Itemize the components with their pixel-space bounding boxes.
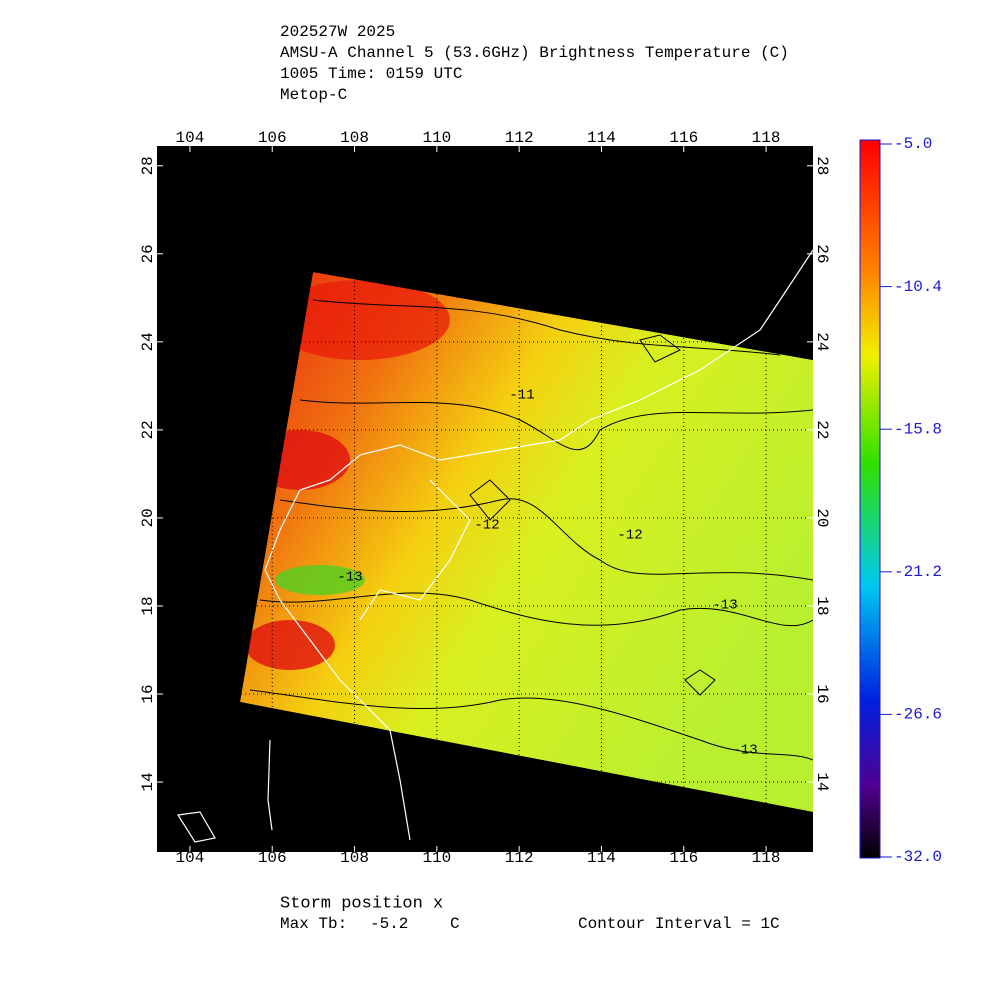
cool-area (275, 565, 365, 595)
x-tick-label: 112 (505, 129, 534, 147)
x-tick-label: 106 (258, 129, 287, 147)
y-tick-label: 14 (139, 772, 157, 791)
colorbar (859, 139, 881, 859)
y-tick-label: 24 (813, 332, 831, 351)
y-tick-label: 28 (139, 156, 157, 175)
storm-position: Storm position x (280, 894, 443, 913)
y-tick-label: 16 (139, 684, 157, 703)
contour-label: -13 (337, 570, 362, 586)
x-tick-label: 106 (258, 849, 287, 867)
y-tick-label: 20 (813, 508, 831, 527)
header-line: AMSU-A Channel 5 (53.6GHz) Brightness Te… (280, 44, 789, 62)
y-tick-label: 22 (813, 420, 831, 439)
x-tick-label: 114 (587, 129, 616, 147)
contour-label: -13 (732, 743, 757, 759)
swath (240, 272, 813, 812)
warm-area (245, 620, 335, 670)
contour (259, 592, 813, 627)
contour-label: -12 (617, 528, 642, 544)
colorbar-label: -10.4 (894, 278, 942, 296)
x-tick-label: 104 (176, 849, 205, 867)
y-tick-label: 18 (139, 596, 157, 615)
header-line: 1005 Time: 0159 UTC (280, 65, 462, 83)
x-tick-label: 104 (176, 129, 205, 147)
colorbar-label: -32.0 (894, 848, 942, 866)
max-tb-label: Max Tb: (280, 915, 347, 933)
colorbar-label: -15.8 (894, 420, 942, 438)
contour (299, 399, 813, 451)
x-tick-label: 116 (669, 849, 698, 867)
contour-label: -11 (509, 388, 534, 404)
header: 202527W 2025 AMSU-A Channel 5 (53.6GHz) B… (280, 23, 789, 104)
y-tick-label: 16 (813, 684, 831, 703)
contour (279, 498, 813, 581)
coast (267, 739, 273, 831)
contour (469, 334, 716, 696)
contour-interval: Contour Interval = 1C (578, 915, 780, 933)
y-tick-label: 24 (139, 332, 157, 351)
x-tick-label: 118 (752, 849, 781, 867)
x-tick-label: 116 (669, 129, 698, 147)
x-tick-label: 108 (340, 849, 369, 867)
header-line: Metop-C (280, 86, 347, 104)
contour (312, 299, 781, 356)
y-tick-label: 26 (139, 244, 157, 263)
contours (249, 299, 813, 761)
y-tick-label: 20 (139, 508, 157, 527)
y-tick-label: 26 (813, 244, 831, 263)
colorbar-label: -21.2 (894, 563, 942, 581)
contour-label: -12 (474, 518, 499, 534)
colorbar-label: -26.6 (894, 706, 942, 724)
coast (359, 479, 471, 621)
y-tick-label: 14 (813, 772, 831, 791)
x-tick-label: 118 (752, 129, 781, 147)
y-tick-label: 28 (813, 156, 831, 175)
coastline (176, 249, 814, 843)
x-tick-label: 110 (422, 129, 451, 147)
x-tick-label: 112 (505, 849, 534, 867)
header-line: 202527W 2025 (280, 23, 395, 41)
y-tick-label: 18 (813, 596, 831, 615)
brightness-field (240, 272, 813, 812)
max-tb-unit: C (450, 915, 460, 933)
island (176, 811, 216, 843)
max-tb-value: -5.2 (370, 915, 408, 933)
x-tick-label: 110 (422, 849, 451, 867)
contour (249, 689, 813, 761)
colorbar-label: -5.0 (894, 135, 932, 153)
x-tick-label: 114 (587, 849, 616, 867)
contour-label: -13 (712, 598, 737, 614)
coast (264, 249, 814, 841)
y-tick-label: 22 (139, 420, 157, 439)
footer: Storm position x Max Tb: -5.2 C Contour … (280, 894, 780, 933)
x-tick-label: 108 (340, 129, 369, 147)
